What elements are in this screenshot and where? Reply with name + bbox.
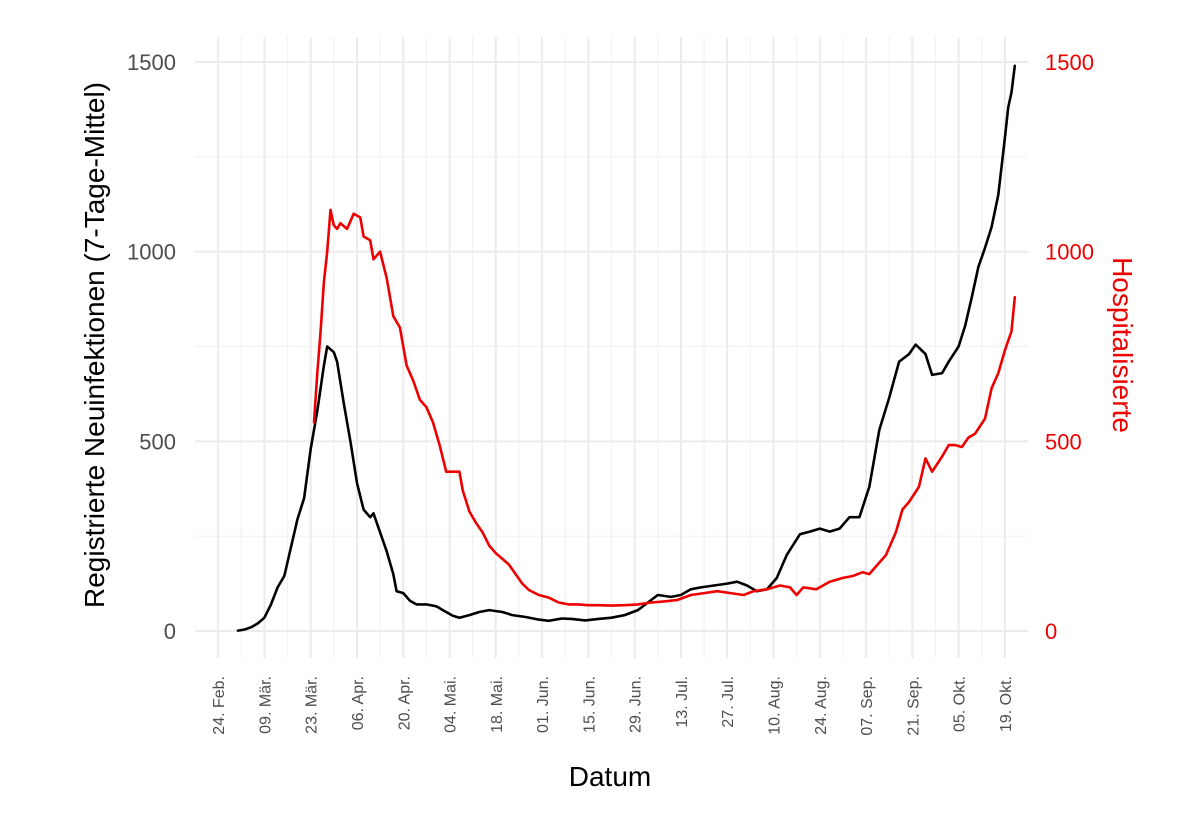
y-tick-label-left: 0: [164, 619, 176, 644]
grid: [195, 37, 1028, 658]
x-tick-label: 19. Okt.: [998, 676, 1015, 732]
series-line-hospitalisierte: [312, 208, 1017, 607]
x-tick-label: 24. Feb.: [211, 676, 228, 735]
y-tick-label-right: 500: [1045, 429, 1082, 454]
x-tick-label: 01. Jun.: [535, 676, 552, 733]
x-tick-label: 24. Aug.: [813, 676, 830, 735]
y-axis-left-ticks: 0 500 1000 1500: [127, 50, 176, 644]
x-tick-label: 20. Apr.: [396, 676, 413, 730]
x-tick-label: 04. Mai.: [443, 676, 460, 733]
x-tick-label: 07. Sep.: [859, 676, 876, 736]
x-tick-label: 10. Aug.: [767, 676, 784, 735]
x-tick-label: 27. Jul.: [720, 676, 737, 728]
x-axis-title: Datum: [569, 761, 651, 792]
y-tick-label-left: 500: [139, 429, 176, 454]
y-axis-right-ticks: 0 500 1000 1500: [1045, 50, 1094, 644]
x-tick-label: 05. Okt.: [952, 676, 969, 732]
x-tick-label: 29. Jun.: [628, 676, 645, 733]
x-tick-label: 13. Jul.: [674, 676, 691, 728]
y-tick-label-right: 0: [1045, 619, 1057, 644]
y-tick-label-right: 1000: [1045, 240, 1094, 265]
y-axis-left-title: Registrierte Neuinfektionen (7-Tage-Mitt…: [79, 82, 110, 608]
y-axis-right-title: Hospitalisierte: [1107, 257, 1138, 433]
x-axis-ticks: 24. Feb. 09. Mär. 23. Mär. 06. Apr. 20. Apr.…: [211, 676, 1015, 736]
y-tick-label-left: 1000: [127, 240, 176, 265]
y-tick-label-right: 1500: [1045, 50, 1094, 75]
x-tick-label: 23. Mär.: [304, 676, 321, 734]
x-tick-label: 09. Mär.: [257, 676, 274, 734]
y-tick-label-left: 1500: [127, 50, 176, 75]
series-lines: [236, 64, 1017, 632]
x-tick-label: 06. Apr.: [350, 676, 367, 730]
x-tick-label: 18. Mai.: [489, 676, 506, 733]
x-tick-label: 15. Jun.: [581, 676, 598, 733]
x-tick-label: 21. Sep.: [905, 676, 922, 736]
series-line-neuinfektionen: [236, 64, 1017, 632]
